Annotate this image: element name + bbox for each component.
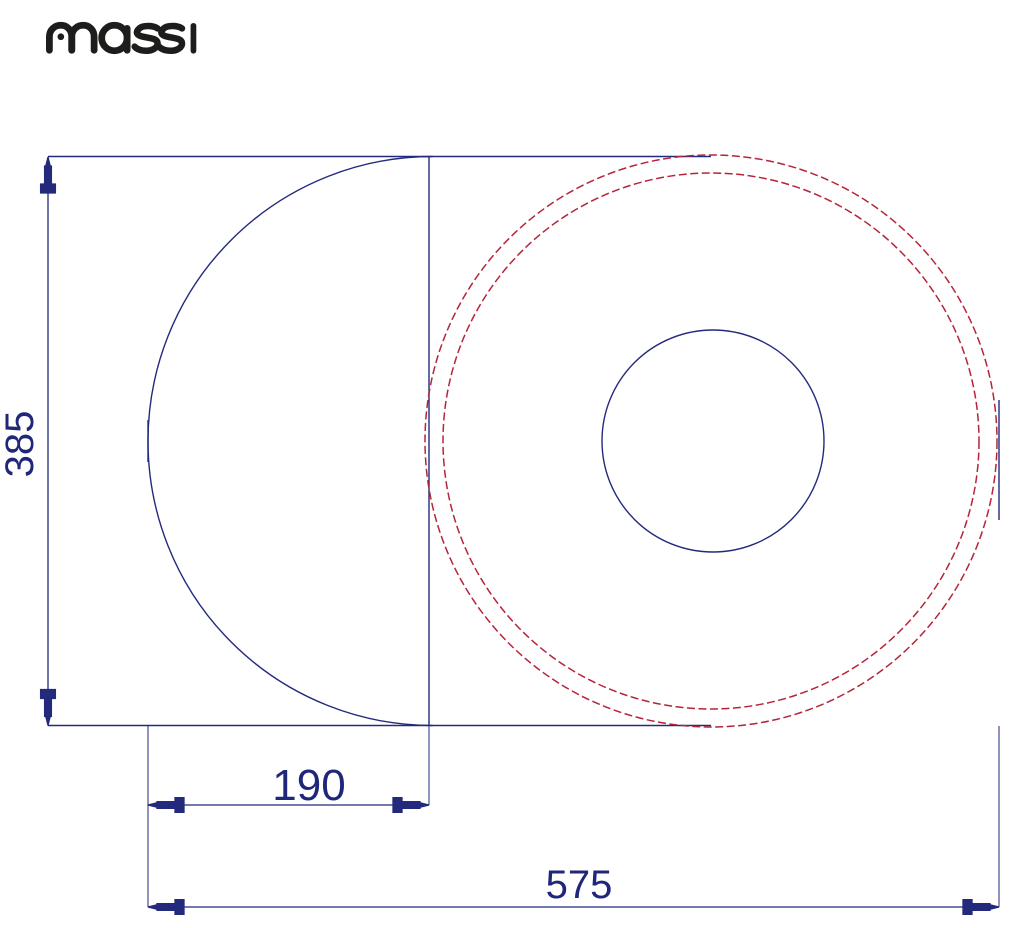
svg-text:190: 190 xyxy=(272,761,345,810)
svg-text:385: 385 xyxy=(0,411,42,478)
svg-text:575: 575 xyxy=(546,863,613,907)
